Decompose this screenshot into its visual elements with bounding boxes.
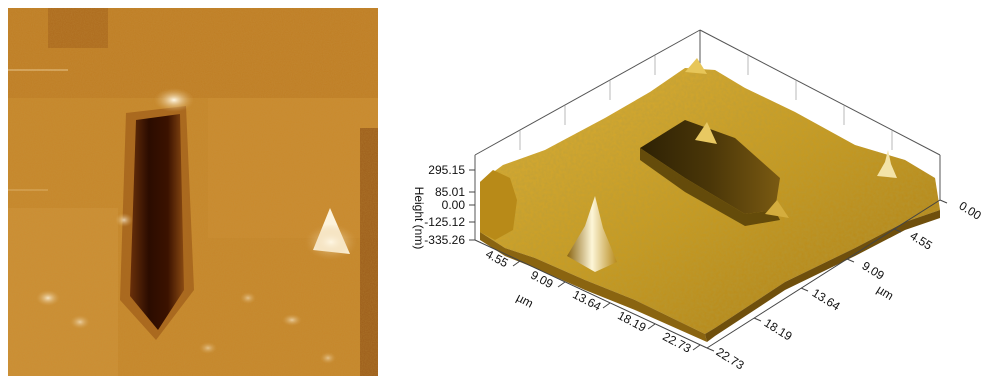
z-tick-label: 85.01 <box>435 185 465 199</box>
afm-2d-bump <box>199 342 217 354</box>
y-tick-label: 0.00 <box>957 198 983 222</box>
afm-2d-bump <box>305 224 357 260</box>
afm-3d-peak <box>567 196 617 272</box>
afm-3d-peak <box>685 58 707 74</box>
y-tick-label: 22.73 <box>714 345 747 373</box>
z-axis-title: Height (nm) <box>412 187 426 250</box>
z-tick-label: -335.26 <box>424 233 465 247</box>
y-axis-unit: µm <box>874 282 896 303</box>
afm-3d-peak <box>765 200 789 218</box>
afm-2d-bump <box>320 352 336 364</box>
x-axis-unit: µm <box>514 290 536 310</box>
z-tick-label: 295.15 <box>428 163 465 177</box>
afm-2d-bump <box>240 292 256 304</box>
afm-3d-front-axes <box>469 169 948 352</box>
z-tick-label: 0.00 <box>442 198 466 212</box>
afm-2d-grain <box>8 8 378 376</box>
afm-2d-bump <box>36 290 60 306</box>
afm-3d-peak <box>695 122 717 144</box>
afm-3d-edge-ridge <box>480 170 517 240</box>
y-tick-label: 18.19 <box>762 316 795 344</box>
afm-2d-bump <box>282 314 302 326</box>
afm-3d-front-right-face <box>705 210 940 342</box>
y-tick-label: 13.64 <box>810 286 843 314</box>
afm-3d-peak <box>877 150 897 178</box>
afm-3d-surface-plot: Height (nm) 295.15 85.01 0.00 -125.12 -3… <box>412 29 983 373</box>
afm-3d-trench-wall <box>640 148 780 226</box>
afm-3d-front-left-face <box>480 232 707 342</box>
afm-3d-back-grid <box>519 55 893 150</box>
afm-2d-height-map <box>8 8 378 376</box>
z-tick-label: -125.12 <box>424 215 465 229</box>
y-tick-label: 4.55 <box>908 228 936 252</box>
afm-2d-bump <box>154 88 194 112</box>
y-tick-label: 9.09 <box>860 258 888 282</box>
afm-2d-pit <box>130 114 184 330</box>
afm-2d-bump <box>115 213 133 227</box>
afm-2d-bump <box>70 315 90 329</box>
afm-3d-trench <box>640 120 780 214</box>
